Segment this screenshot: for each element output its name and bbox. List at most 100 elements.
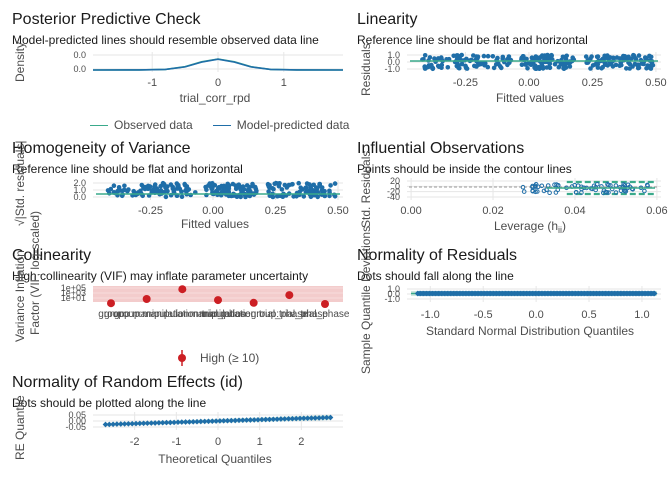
vif-point <box>249 298 258 307</box>
y-tick-label: -0.05 <box>65 422 86 432</box>
residual-point <box>164 187 169 193</box>
residual-point <box>186 187 192 192</box>
residual-point <box>595 54 601 59</box>
residual-point <box>525 66 530 71</box>
residual-point <box>583 54 589 59</box>
leverage-point <box>547 190 552 196</box>
homog-plot: 2.01.00.0 -0.25 0.00 0.25 0.50 <box>73 178 348 217</box>
residual-point <box>308 194 314 200</box>
residual-point <box>111 183 117 188</box>
x-tick-label: 0.50 <box>327 205 348 217</box>
residual-point <box>247 193 253 199</box>
residual-point <box>636 53 642 58</box>
residual-point <box>270 186 275 191</box>
x-tick-label: -0.5 <box>474 309 493 321</box>
influential-title: Influential Observations <box>357 140 525 157</box>
residual-point <box>254 188 259 194</box>
residual-point <box>459 52 464 58</box>
normre-subtitle: Dots should be plotted along the line <box>12 396 207 410</box>
vif-term-label: group:manipulation <box>104 309 189 320</box>
residual-point <box>595 65 601 70</box>
residual-point <box>548 54 553 59</box>
x-tick-label: 1 <box>281 77 287 89</box>
normre-xlabel: Theoretical Quantiles <box>158 452 272 466</box>
residual-point <box>617 63 622 68</box>
residual-point <box>245 187 250 193</box>
y-tick-label: 0.00 <box>68 416 86 426</box>
homog-title: Homogeneity of Variance <box>12 140 191 157</box>
residual-point <box>464 65 469 71</box>
x-tick-label: -0.25 <box>453 77 478 89</box>
model-swatch <box>212 124 231 126</box>
vif-point <box>285 291 294 300</box>
leverage-point <box>573 190 579 195</box>
residual-point <box>491 65 497 71</box>
residual-point <box>301 194 307 199</box>
residual-point <box>305 189 310 195</box>
vif-point <box>178 285 187 294</box>
leverage-point <box>554 182 559 187</box>
residual-point <box>319 188 325 193</box>
residual-point <box>332 181 338 186</box>
influential-plot: 200-20-400.00 0.02 0.04 0.06 <box>387 176 668 217</box>
y-tick-label: 0.0 <box>73 64 86 74</box>
x-tick-label: 0.04 <box>564 205 585 217</box>
residual-point <box>588 66 593 71</box>
residual-point <box>567 64 573 69</box>
homog-subtitle: Reference line should be flat and horizo… <box>12 162 243 176</box>
residual-point <box>454 53 460 58</box>
leverage-point <box>606 190 611 195</box>
residual-point <box>160 182 166 187</box>
vif-point <box>107 299 115 308</box>
y-tick-label: -40 <box>387 192 400 202</box>
residual-point <box>542 53 548 58</box>
residual-point <box>266 183 271 188</box>
residual-point <box>561 65 566 71</box>
residual-point <box>422 64 427 69</box>
collinearity-subtitle: High collinearity (VIF) may inflate para… <box>12 269 309 283</box>
residual-point <box>170 186 176 191</box>
residual-point <box>493 62 499 67</box>
x-tick-label: -2 <box>130 436 140 448</box>
collinearity-plot: 1e+051e+031e+01groupgroup:manipulationgr… <box>61 283 350 320</box>
x-tick-label: -1 <box>171 436 181 448</box>
residual-point <box>613 62 619 68</box>
x-tick-label: 0.25 <box>582 77 603 89</box>
residual-point <box>636 65 642 70</box>
legend-high-vif-label: High (≥ 10) <box>200 351 259 365</box>
leverage-point <box>579 190 584 195</box>
x-tick-label: 2 <box>298 436 304 448</box>
residual-point <box>523 61 528 67</box>
residual-point <box>297 189 303 195</box>
residual-point <box>286 182 292 188</box>
x-tick-label: 0.00 <box>202 205 223 217</box>
residual-point <box>506 54 512 59</box>
vif-point <box>214 296 222 305</box>
x-tick-label: -1.0 <box>421 309 440 321</box>
y-tick-label: -1.0 <box>384 294 400 304</box>
influential-subtitle: Points should be inside the contour line… <box>357 162 572 176</box>
legend-observed: Observed data <box>114 118 193 132</box>
ppc-title: Posterior Predictive Check <box>12 11 201 28</box>
ppc-plot: 0.0 0.0 -1 0 1 <box>73 50 344 89</box>
residual-point <box>126 187 131 192</box>
y-tick-label: 1.0 <box>387 284 400 294</box>
leverage-point <box>642 188 647 194</box>
residual-point <box>544 65 550 70</box>
linearity-plot: 1.00.0-1.0 -0.25 0.00 0.25 0.50 <box>384 50 666 89</box>
residual-point <box>650 63 656 68</box>
normres-title: Normality of Residuals <box>357 247 518 264</box>
residual-point <box>547 61 553 66</box>
residual-point <box>252 184 258 190</box>
residual-point <box>622 54 628 59</box>
residual-point <box>282 182 288 188</box>
residual-point <box>317 184 323 189</box>
residual-point <box>179 194 185 199</box>
residual-point <box>296 180 302 186</box>
influential-xlabel: Leverage (hii) <box>493 219 567 235</box>
x-tick-label: 1.0 <box>634 309 649 321</box>
residual-point <box>307 182 312 187</box>
residual-point <box>294 194 299 199</box>
leverage-point <box>618 188 624 194</box>
leverage-point <box>530 188 536 194</box>
